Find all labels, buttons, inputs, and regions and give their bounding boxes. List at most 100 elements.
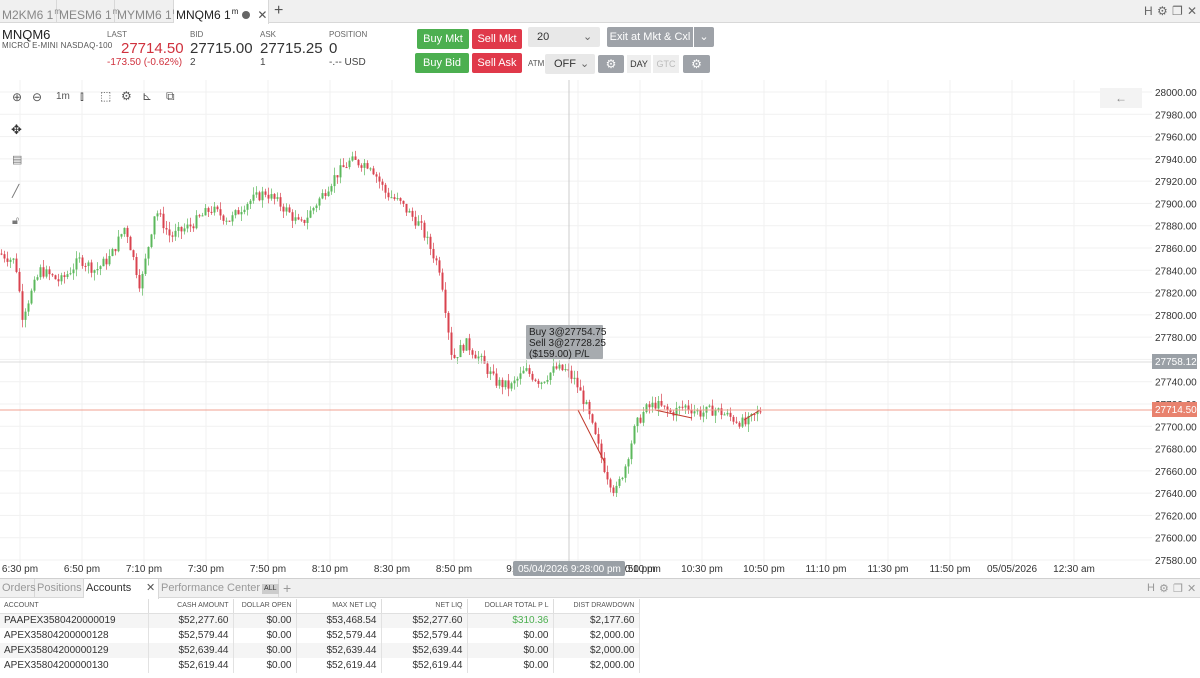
tab-mesm6[interactable]: MESM6 1m [57,0,119,23]
buy-bid-button[interactable]: Buy Bid [415,53,469,73]
candle-body [654,402,657,409]
candle-body [711,405,714,416]
candle-body [534,379,537,381]
tab-performance-center[interactable]: Performance Center ALL [159,579,279,598]
exit-at-mkt-button[interactable]: Exit at Mkt & Cxl [607,27,693,47]
tab-interval-sup: m [231,7,239,16]
tif-day-button[interactable]: DAY [627,55,651,73]
candle-body [558,364,561,369]
zoom-out-icon[interactable]: ⊖ [32,90,43,104]
candle-body [543,381,546,383]
window-icon[interactable]: ❐ [1172,4,1183,18]
interval-button[interactable]: 1m [56,91,70,102]
candle-body [441,272,444,290]
candle-body [465,338,468,351]
tab-orders[interactable]: Orders [0,579,36,598]
atm-label: ATM [528,59,545,68]
exit-dropdown-chevron-icon[interactable]: ⌄ [694,27,714,47]
candle-body [39,267,42,278]
tab-m2km6[interactable]: M2KM6 1m [0,0,61,23]
column-header[interactable]: CASH AMOUNT [148,599,234,614]
close-tab-icon[interactable]: ✕ [257,8,268,22]
candle-body [513,380,516,384]
h-icon[interactable]: H [1147,582,1155,594]
tif-gtc-button[interactable]: GTC [653,55,679,73]
candle-body [24,311,27,320]
ask-label: ASK [260,30,277,39]
add-tab-icon[interactable]: + [283,580,292,596]
candle-body [294,217,297,221]
candle-body [741,417,744,427]
tab-accounts-label: Accounts [86,582,132,594]
zoom-in-icon[interactable]: ⊕ [12,90,23,104]
templates-icon[interactable]: ⧉ [166,89,175,103]
close-icon[interactable]: ✕ [1187,583,1197,595]
column-header[interactable]: DOLLAR TOTAL P L [467,599,554,614]
candle-body [180,226,183,232]
candle-body [420,221,423,223]
column-header[interactable]: NET LIQ [381,599,468,614]
atm-select[interactable]: OFF ⌄ [545,54,595,74]
notes-icon[interactable]: ▤ [12,154,23,166]
gear-icon[interactable]: ⚙ [1159,583,1169,595]
unlock-icon[interactable]: 🔓︎ [12,215,20,227]
candle-body [258,192,261,201]
crosshair-tool-icon[interactable]: ✥ [11,122,22,137]
trade-marker-line [654,409,693,419]
close-tab-icon[interactable]: ✕ [146,582,156,594]
table-row[interactable]: APEX35804200000130 $52,619.44 $0.00 $52,… [0,658,640,673]
tab-mymm6[interactable]: MYMM6 1m [115,0,179,23]
net-liq-cell: $52,639.44 [381,643,468,658]
candle-body [747,415,750,425]
unsaved-dot-icon [242,11,251,19]
window-icon[interactable]: ❐ [1173,583,1183,595]
select-area-icon[interactable]: ⬚ [100,89,112,103]
column-header[interactable]: DOLLAR OPEN [233,599,297,614]
price-axis-label: 27600.00 [1155,534,1197,545]
h-icon[interactable]: H [1144,4,1153,18]
candle-body [636,417,639,427]
price-axis-label: 27840.00 [1155,266,1197,277]
candle-body [84,265,87,267]
candle-body [210,211,213,213]
candle-body [507,380,510,389]
column-header[interactable]: MAX NET LIQ [296,599,382,614]
buy-mkt-button[interactable]: Buy Mkt [417,29,469,49]
candle-body [405,203,408,213]
chart-settings-gear-icon[interactable]: ⚙ [121,89,132,103]
candle-body [414,216,417,226]
tif-settings-gear-icon[interactable]: ⚙ [683,55,710,73]
column-header[interactable]: DIST DRAWDOWN [553,599,640,614]
column-header[interactable]: ACCOUNT [0,599,149,614]
position-label: POSITION [329,30,368,39]
candle-type-icon[interactable]: ⫾ [80,89,84,103]
tab-accounts[interactable]: Accounts ✕ [84,579,159,599]
chevron-down-icon: ⌄ [583,31,593,43]
tab-mnqm6[interactable]: MNQM6 1m ✕ [174,0,269,24]
table-row[interactable]: APEX35804200000129 $52,639.44 $0.00 $52,… [0,643,640,658]
close-icon[interactable]: ✕ [1187,4,1198,18]
arrow-left-icon[interactable]: ← [1100,88,1142,108]
table-row[interactable]: APEX35804200000128 $52,579.44 $0.00 $52,… [0,628,640,643]
candle-body [18,271,21,292]
candle-body [249,200,252,205]
sell-mkt-button[interactable]: Sell Mkt [472,29,522,49]
candle-body [681,406,684,408]
price-chart[interactable]: 28000.00 27980.00 27960.00 27940.00 27920.00… [0,80,1200,578]
candle-body [660,400,663,406]
draw-line-icon[interactable]: ╱ [12,184,20,198]
account-cell: PAAPEX3580420000019 [0,613,149,628]
candle-body [678,406,681,408]
table-row[interactable]: PAAPEX3580420000019 $52,277.60 $0.00 $53… [0,613,640,628]
candle-body [582,390,585,405]
atm-settings-gear-icon[interactable]: ⚙ [598,55,624,73]
candle-body [375,174,378,177]
quantity-select[interactable]: 20 ⌄ [528,27,600,47]
indicators-icon[interactable]: ⊾ [142,89,153,103]
tab-positions[interactable]: Positions [35,579,84,598]
max-net-liq-cell: $53,468.54 [296,613,382,628]
candle-body [609,479,612,488]
add-tab-icon[interactable]: + [274,2,284,19]
gear-icon[interactable]: ⚙ [1157,4,1168,18]
sell-ask-button[interactable]: Sell Ask [472,53,522,73]
